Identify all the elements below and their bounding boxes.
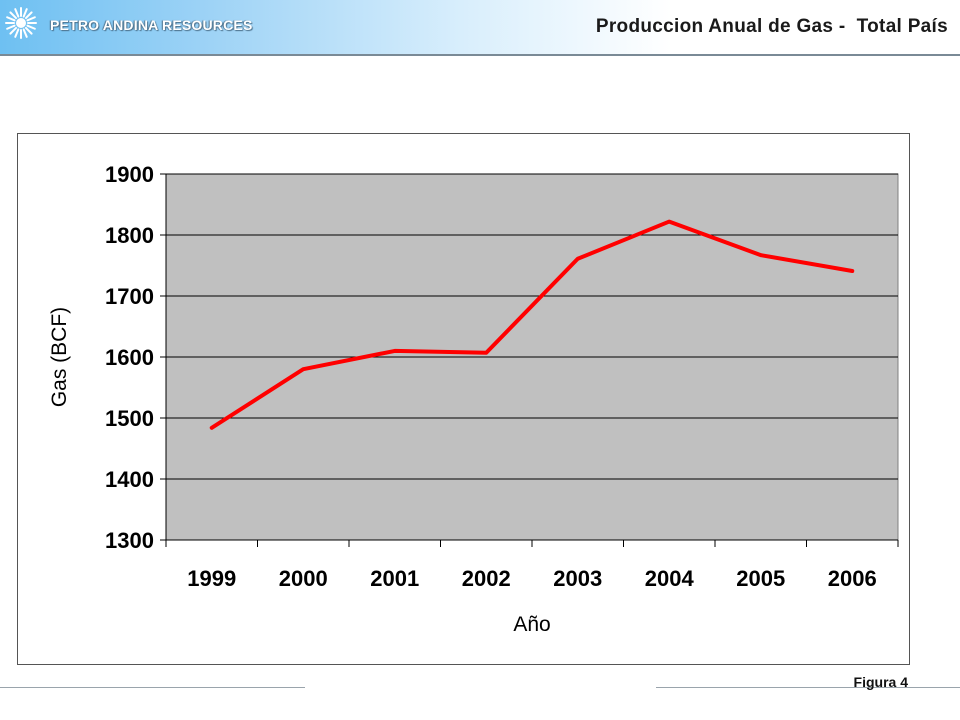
y-tick-label: 1500 xyxy=(105,406,154,431)
gas-production-chart: 1300 1400 1500 1600 1700 1800 1900 1999 2000 2001… xyxy=(48,162,899,636)
figure-label: Figura 4 xyxy=(853,674,908,690)
header-bar: PETRO ANDINA RESOURCES Produccion Anual … xyxy=(0,0,960,56)
data-point xyxy=(485,352,487,354)
brand-name: PETRO ANDINA RESOURCES xyxy=(50,17,253,33)
x-tick-label: 2000 xyxy=(279,566,328,591)
x-tick-label: 2005 xyxy=(736,566,785,591)
y-tick-label: 1300 xyxy=(105,528,154,553)
y-tick-label: 1700 xyxy=(105,284,154,309)
chart-frame: 1300 1400 1500 1600 1700 1800 1900 1999 2000 2001… xyxy=(17,133,910,665)
data-point xyxy=(211,427,213,429)
x-tick-label: 2004 xyxy=(645,566,695,591)
data-point xyxy=(577,258,579,260)
data-point xyxy=(668,221,670,223)
x-tick-label: 1999 xyxy=(187,566,236,591)
data-point xyxy=(760,254,762,256)
x-tick-label: 2002 xyxy=(462,566,511,591)
x-tick-label: 2003 xyxy=(553,566,602,591)
y-tick-label: 1800 xyxy=(105,223,154,248)
data-point xyxy=(394,350,396,352)
data-point xyxy=(302,368,304,370)
y-tick-label: 1600 xyxy=(105,345,154,370)
sunburst-icon xyxy=(5,7,37,39)
page-title: Produccion Anual de Gas - Total País xyxy=(595,16,948,37)
footer-divider-left xyxy=(0,687,305,688)
x-tick-label: 2001 xyxy=(370,566,419,591)
y-tick-label: 1900 xyxy=(105,162,154,187)
data-point xyxy=(851,270,853,272)
x-tick-label: 2006 xyxy=(828,566,877,591)
x-axis-label: Año xyxy=(513,613,550,636)
series-line xyxy=(209,219,855,430)
footer-divider-right xyxy=(656,687,960,688)
y-tick-label: 1400 xyxy=(105,467,154,492)
y-axis-label: Gas (BCF) xyxy=(48,307,71,407)
